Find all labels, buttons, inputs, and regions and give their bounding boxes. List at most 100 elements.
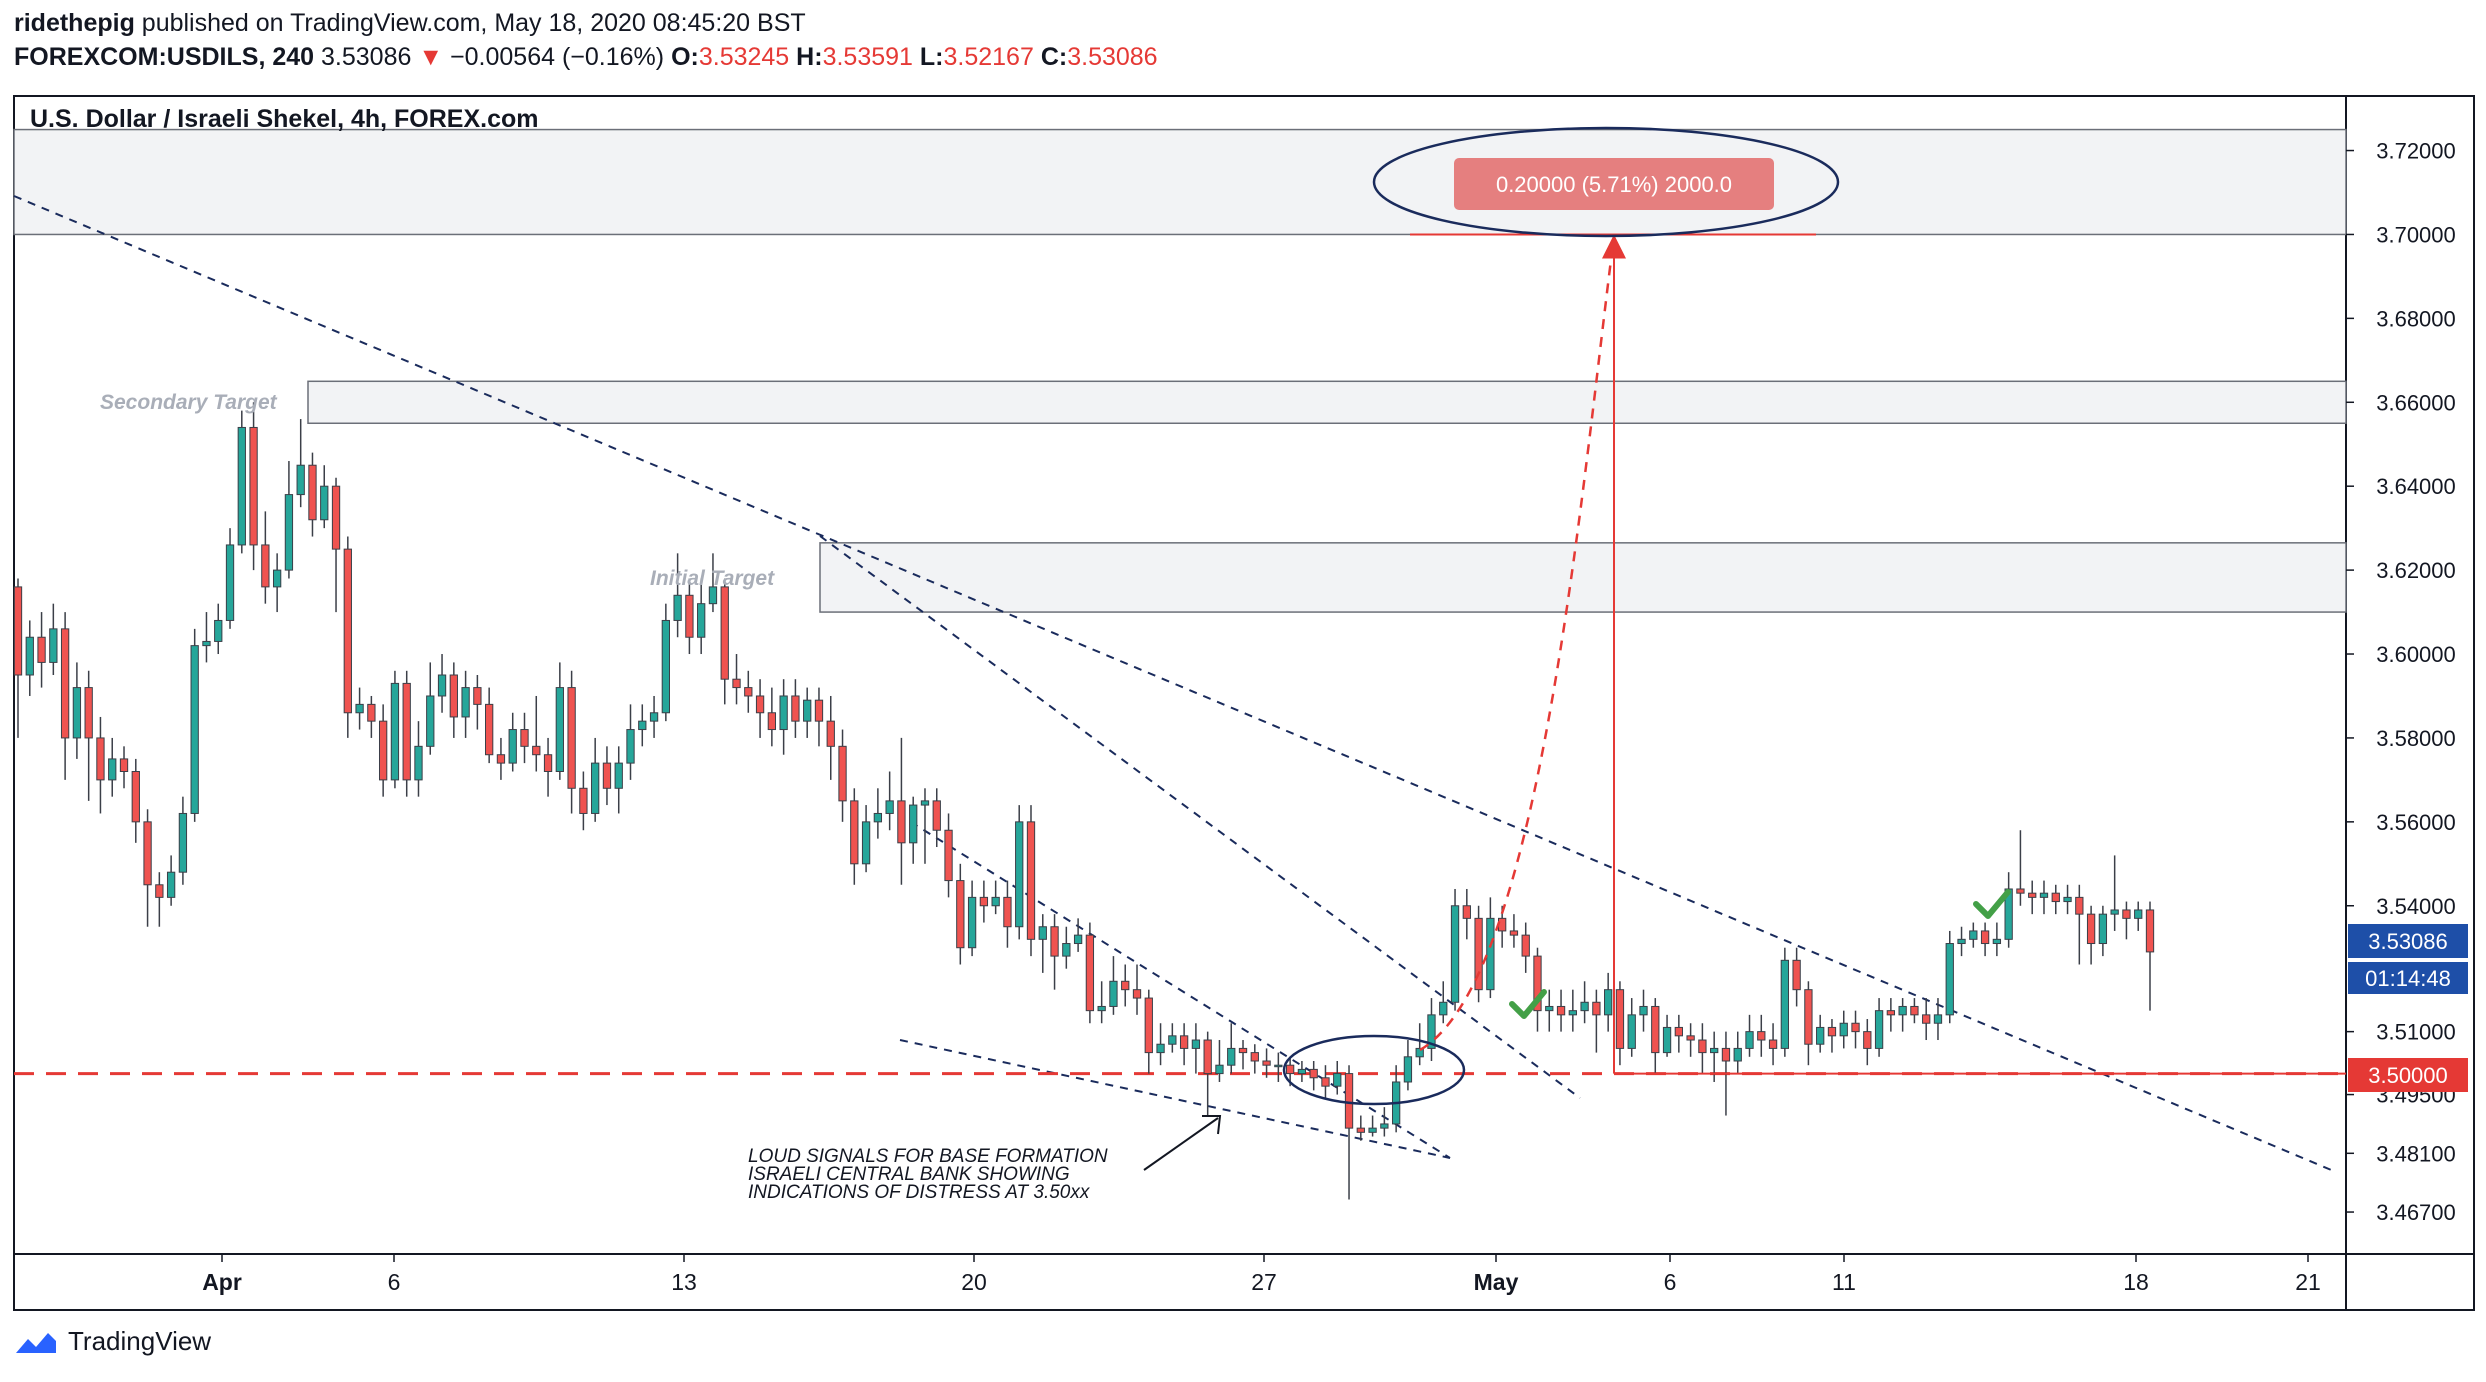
candle [885, 771, 894, 831]
candle-body-up [214, 619, 223, 642]
candle [131, 758, 140, 843]
candle-body-down [1132, 989, 1142, 999]
candle-body-down [685, 594, 694, 638]
candle [814, 687, 824, 747]
candle [720, 578, 729, 705]
candle [261, 511, 270, 604]
candle-body-up [2110, 909, 2119, 915]
candle-body-down [119, 758, 129, 772]
candle-body-up [1627, 1014, 1636, 1049]
candle-body-down [2086, 913, 2096, 945]
symbol-name[interactable]: FOREXCOM:USDILS, 240 [14, 43, 315, 71]
candle [1262, 1048, 1271, 1078]
candle-body-up [2063, 896, 2072, 903]
candle [1062, 926, 1071, 969]
price-tick-label: 3.46700 [2376, 1200, 2456, 1225]
check-icon [1509, 989, 1547, 1019]
candle [1733, 1031, 1742, 1074]
candle-body-down [1321, 1077, 1330, 1087]
candle-body-up [426, 695, 435, 747]
candle [96, 716, 105, 814]
tradingview-logo[interactable]: TradingView [12, 1326, 211, 1357]
candle-body-down [1344, 1073, 1354, 1129]
candle [626, 704, 635, 780]
candle [1933, 998, 1943, 1041]
zone-label-secondary-target: Secondary Target [100, 391, 278, 414]
candle [944, 813, 953, 898]
candle [1780, 947, 1790, 1057]
time-axis[interactable]: Apr 6 13 20 27 May 6 11 18 21 [202, 1254, 2321, 1295]
candle [1533, 947, 1542, 1032]
candle [225, 528, 235, 629]
candle-body-down [2075, 896, 2084, 915]
candle-body-up [202, 640, 211, 647]
measure-label: 0.20000 (5.71%) 2000.0 [1496, 172, 1732, 197]
candle [1156, 1023, 1165, 1066]
candle-body-down [1238, 1047, 1248, 1054]
candle-body-up [1662, 1026, 1672, 1054]
candle-body-down [1462, 905, 1471, 919]
candle-body-up [1333, 1073, 1342, 1087]
candle [708, 553, 718, 613]
open-value: 3.53245 [698, 43, 790, 71]
candle-body-up [708, 586, 718, 605]
candle-body-down [720, 586, 729, 680]
candle-body-up [555, 687, 564, 773]
candle-body-up [591, 762, 600, 814]
candle [1439, 981, 1448, 1024]
time-tick-label: 6 [1664, 1269, 1677, 1295]
price-tick-label: 3.48100 [2376, 1141, 2456, 1166]
low-value: 3.52167 [943, 43, 1034, 71]
candle [1274, 1052, 1283, 1082]
level-price-label: 3.50000 [2368, 1063, 2448, 1088]
candle-body-up [2098, 913, 2108, 945]
candle [343, 536, 352, 738]
candle [543, 737, 553, 797]
annotation-pointer [1143, 1117, 1219, 1171]
candle-body-down [1203, 1039, 1212, 1075]
candle-body-down [367, 703, 376, 722]
publisher-name[interactable]: ridethepig [14, 9, 135, 37]
candle [1945, 930, 1954, 1024]
candle [1639, 989, 1648, 1032]
candle [1321, 1065, 1330, 1099]
candle-body-down [1309, 1068, 1318, 1079]
candle-body-up [1168, 1035, 1177, 1045]
check-icon [1973, 889, 2011, 919]
candle-body-up [25, 636, 34, 676]
candle-body-up [1073, 934, 1083, 945]
candle-body-up [1191, 1039, 1201, 1049]
candle-body-up [1015, 821, 1024, 928]
last-price-label: 3.53086 [2368, 929, 2448, 954]
candle-body-up [909, 804, 918, 844]
candle-body-down [1651, 1005, 1660, 1054]
candle [673, 553, 682, 638]
down-arrow-icon: ▼ [418, 43, 444, 71]
candle-body-up [885, 800, 894, 814]
candle [1604, 972, 1613, 1032]
target-zones [13, 128, 2347, 613]
candle-body-up [991, 896, 1000, 907]
candle [1957, 926, 1966, 957]
candle-body-up [1639, 1005, 1648, 1016]
candle [1121, 964, 1130, 1007]
candle [732, 654, 741, 705]
candle [2145, 901, 2155, 1011]
published-text: published on TradingView.com, May 18, 20… [134, 9, 806, 37]
candle [1250, 1044, 1259, 1074]
candle-body-up [1604, 989, 1613, 1016]
time-tick-label: 18 [2123, 1269, 2149, 1295]
candle-body-down [944, 829, 953, 882]
candle-body-up [437, 674, 447, 697]
candle [1050, 914, 1059, 990]
candle-body-up [967, 896, 977, 949]
candle-body-down [155, 884, 164, 898]
candle [437, 654, 447, 713]
low-label: L: [919, 43, 944, 71]
candle-body-down [261, 544, 270, 588]
candle-body-up [1450, 905, 1460, 1003]
candle [308, 452, 317, 537]
candle [178, 796, 188, 885]
candle [461, 670, 470, 738]
